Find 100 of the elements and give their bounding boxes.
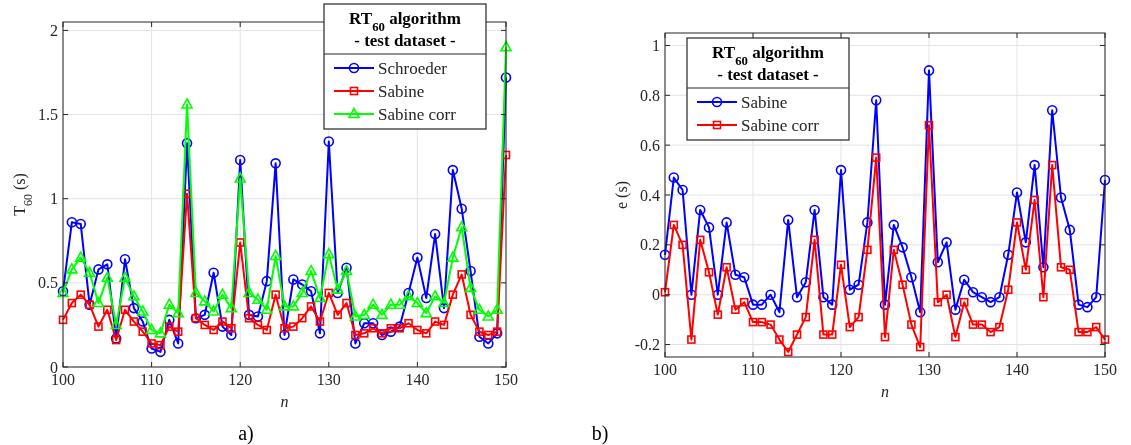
point [92, 296, 105, 308]
point [951, 332, 960, 342]
y-tick-label: 1 [652, 37, 660, 55]
point [482, 338, 494, 349]
point [501, 150, 511, 160]
point [207, 305, 220, 316]
point [1030, 195, 1039, 205]
point [404, 318, 413, 328]
point [74, 251, 87, 262]
point [704, 267, 714, 277]
point [731, 305, 740, 314]
legend-title: RT$_{60}$ algorithm - test dataset - [712, 43, 824, 84]
point [854, 312, 863, 322]
y-axis-title: e (s) [613, 181, 631, 209]
x-tick-label: 100 [653, 361, 677, 378]
point [782, 214, 794, 226]
point [323, 136, 335, 147]
point [376, 308, 388, 320]
point [1011, 187, 1023, 198]
point [757, 317, 767, 327]
point [457, 270, 466, 279]
point [172, 306, 184, 318]
point [269, 249, 282, 261]
point [915, 342, 925, 352]
point [1021, 265, 1031, 275]
point [500, 72, 512, 83]
point [933, 297, 943, 307]
point [801, 312, 811, 322]
point [1038, 261, 1049, 273]
point [156, 340, 165, 350]
x-axis-title: n [881, 383, 889, 400]
point [350, 338, 361, 349]
point [297, 313, 307, 323]
point [1047, 160, 1057, 170]
point [756, 299, 768, 310]
point [182, 189, 192, 198]
x-tick-label: 140 [405, 371, 430, 388]
point [421, 329, 431, 338]
point [296, 286, 309, 298]
point [475, 327, 484, 336]
point [93, 264, 104, 275]
point [279, 329, 290, 341]
point [199, 309, 211, 321]
point [315, 317, 325, 326]
point [119, 253, 131, 265]
point [165, 322, 174, 331]
point [429, 228, 441, 240]
point [942, 290, 951, 299]
x-tick-label: 110 [139, 371, 164, 388]
point [154, 327, 167, 338]
point [465, 265, 476, 277]
x-tick-label: 120 [829, 361, 853, 378]
point [1055, 192, 1067, 203]
point [323, 247, 335, 259]
point [331, 283, 344, 294]
point [914, 306, 926, 318]
point [668, 172, 680, 183]
point [739, 297, 749, 307]
point [66, 263, 78, 274]
point [730, 269, 741, 281]
legend-label: Sabine corr [741, 115, 820, 135]
point [103, 305, 112, 315]
x-tick-label: 140 [1005, 361, 1029, 378]
point [906, 271, 917, 283]
point [1083, 327, 1092, 337]
point [687, 335, 696, 344]
point [775, 335, 784, 344]
point [950, 304, 961, 315]
point [765, 289, 776, 300]
point [333, 310, 342, 320]
point [413, 325, 422, 335]
point [844, 284, 856, 296]
point [712, 289, 724, 300]
point [75, 218, 87, 230]
point [430, 317, 440, 326]
point [262, 325, 272, 335]
point [845, 322, 855, 332]
point [226, 329, 237, 341]
point [173, 327, 183, 336]
point [1003, 285, 1013, 295]
point [58, 315, 68, 325]
x-tick-label: 150 [494, 371, 518, 388]
point [243, 286, 255, 298]
point [128, 302, 140, 314]
point [977, 320, 987, 329]
point [359, 329, 369, 338]
x-tick-label: 110 [741, 361, 765, 378]
text: b) [591, 422, 609, 445]
legend-label: Sabine [741, 92, 788, 112]
point [809, 204, 820, 216]
point [482, 310, 495, 321]
point [136, 305, 149, 316]
point [659, 249, 671, 261]
point [94, 322, 103, 331]
point [385, 326, 397, 337]
point [774, 306, 785, 318]
point [296, 279, 308, 290]
point [1082, 301, 1093, 313]
point [76, 290, 86, 299]
point [958, 274, 970, 286]
